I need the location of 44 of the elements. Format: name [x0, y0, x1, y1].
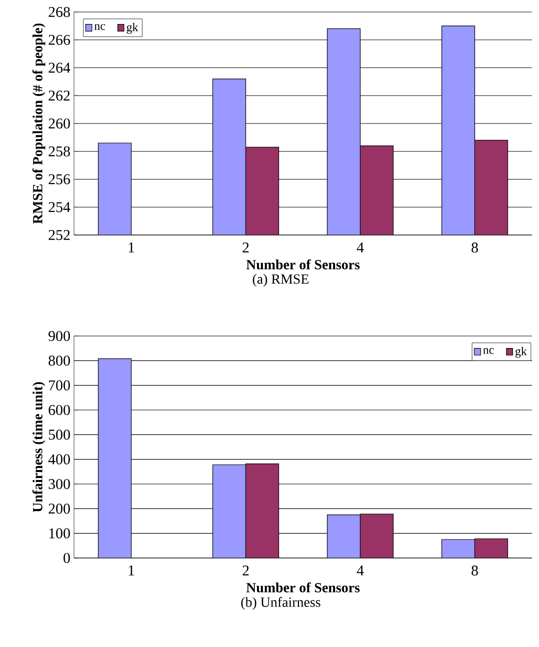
y-tick-label: 600: [48, 404, 70, 416]
y-tick-label: 800: [48, 356, 70, 366]
y-tick-label: 254: [48, 202, 70, 212]
y-tick-label: 0: [64, 552, 70, 564]
bar: [360, 514, 394, 558]
text: (b) Unfairness: [241, 596, 320, 610]
y-tick-label: 256: [48, 174, 70, 184]
x-tick-label: 1: [128, 566, 134, 576]
x-tick-label: 4: [356, 242, 364, 252]
bar: [245, 463, 280, 558]
y-tick-label: 200: [48, 504, 70, 514]
text: (a) RMSE: [252, 274, 308, 287]
y-tick-label: 258: [48, 146, 70, 156]
x-tick-label: 1: [128, 242, 134, 252]
y-tick-label: 300: [48, 478, 70, 490]
y-axis-title: RMSE of Population (# of people): [32, 24, 46, 224]
y-tick-label: 260: [48, 118, 70, 129]
bar: [212, 464, 246, 558]
legend-label: nc: [94, 24, 106, 30]
y-tick-label: 500: [48, 430, 70, 440]
x-tick-label: 2: [242, 566, 249, 576]
y-tick-label: 264: [48, 62, 70, 73]
bar: [474, 538, 508, 558]
x-tick-label: 8: [472, 566, 478, 576]
x-tick-label: 4: [356, 566, 364, 576]
y-tick-label: 262: [48, 90, 70, 101]
bar: [326, 514, 361, 558]
bar: [98, 358, 132, 558]
y-tick-label: 100: [49, 528, 70, 538]
bar: [441, 539, 476, 558]
x-axis-title: Number of Sensors: [246, 582, 360, 592]
legend-label: nc: [483, 348, 494, 354]
x-tick-label: 2: [242, 242, 249, 252]
y-tick-label: 400: [48, 454, 70, 464]
y-tick-label: 266: [48, 34, 70, 45]
y-tick-label: 900: [48, 330, 70, 342]
y-tick-label: 252: [48, 230, 70, 240]
legend-label: gk: [126, 22, 138, 34]
legend-label: gk: [515, 346, 527, 358]
x-axis-title: Number of Sensors: [246, 259, 360, 270]
y-tick-label: 700: [49, 380, 70, 390]
x-tick-label: 8: [472, 242, 478, 253]
y-axis-title: Unfairness (time unit): [32, 382, 46, 512]
y-tick-label: 268: [48, 6, 70, 18]
